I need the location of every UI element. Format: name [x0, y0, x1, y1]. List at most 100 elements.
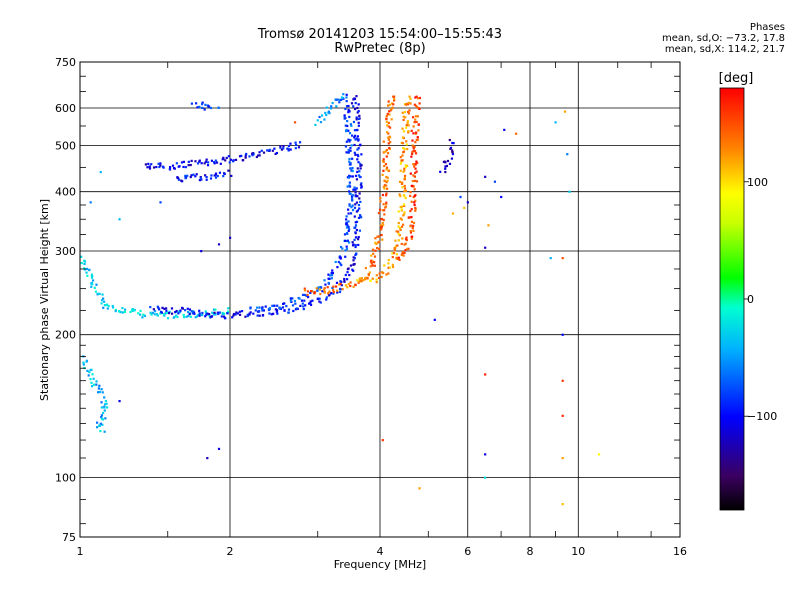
data-point	[354, 174, 358, 177]
data-point	[411, 150, 414, 154]
data-point	[381, 193, 385, 197]
data-point	[95, 283, 98, 286]
data-point	[175, 162, 178, 165]
data-point	[223, 172, 226, 176]
data-point	[343, 233, 347, 236]
data-point	[381, 238, 384, 241]
data-point	[402, 194, 405, 197]
data-point	[383, 150, 386, 154]
data-point	[285, 305, 288, 308]
data-point	[384, 205, 388, 208]
data-point	[292, 309, 295, 313]
data-point	[319, 292, 322, 296]
data-point	[101, 391, 104, 394]
data-point	[352, 188, 355, 191]
data-point	[413, 145, 416, 149]
data-point	[383, 264, 386, 267]
data-point	[242, 158, 245, 162]
data-point	[80, 261, 83, 265]
data-point	[402, 118, 405, 121]
data-point	[344, 273, 347, 277]
data-point	[380, 275, 383, 279]
data-point	[407, 112, 410, 115]
data-point	[355, 187, 358, 190]
data-point	[303, 287, 306, 290]
data-point	[159, 201, 162, 204]
data-point	[153, 313, 156, 316]
data-point	[234, 158, 238, 161]
data-point	[336, 98, 339, 101]
data-point	[86, 369, 89, 372]
data-point	[327, 110, 331, 113]
data-point	[161, 306, 164, 309]
data-point	[351, 175, 354, 178]
data-point	[399, 228, 402, 231]
data-point	[360, 279, 363, 283]
data-point	[412, 224, 415, 227]
data-point	[410, 237, 413, 240]
data-point	[291, 304, 295, 307]
data-point	[254, 309, 257, 312]
data-point	[240, 310, 244, 313]
data-point	[404, 189, 408, 192]
data-point	[232, 312, 236, 316]
data-point	[386, 112, 389, 116]
x-tick-label: 2	[227, 545, 234, 558]
data-point	[260, 149, 263, 152]
data-point	[404, 165, 407, 169]
grid-layer	[80, 62, 680, 537]
data-point	[299, 304, 302, 308]
data-point	[332, 285, 335, 288]
data-point	[106, 307, 109, 310]
data-point	[338, 290, 342, 294]
data-point	[210, 159, 214, 162]
data-point	[412, 149, 415, 153]
data-point	[417, 123, 420, 126]
data-point	[123, 310, 126, 314]
data-point	[351, 204, 354, 207]
data-point	[217, 243, 221, 246]
data-point	[87, 374, 90, 377]
data-point	[484, 373, 487, 376]
data-point	[385, 118, 388, 121]
data-point	[329, 291, 333, 295]
data-point	[385, 115, 388, 118]
data-point	[433, 318, 436, 321]
data-point	[103, 300, 106, 303]
data-point	[415, 120, 418, 124]
data-point	[387, 100, 390, 103]
data-point	[92, 383, 96, 386]
data-point	[334, 260, 337, 264]
data-point	[104, 303, 107, 307]
data-point	[354, 253, 357, 257]
data-point	[231, 316, 234, 319]
data-point	[407, 101, 410, 104]
data-point	[286, 147, 289, 150]
data-point	[387, 169, 390, 172]
data-point	[346, 124, 349, 128]
data-point	[335, 105, 338, 108]
data-point	[368, 271, 371, 274]
data-point	[370, 254, 373, 257]
data-point	[493, 180, 497, 183]
data-point	[257, 154, 260, 157]
data-point	[287, 311, 290, 314]
data-point	[407, 131, 410, 134]
data-point	[90, 381, 93, 384]
data-point	[356, 135, 359, 138]
data-point	[217, 312, 220, 316]
data-point	[377, 276, 381, 280]
data-point	[330, 271, 333, 275]
data-point	[189, 175, 192, 179]
data-point	[91, 283, 94, 286]
data-point	[359, 143, 362, 146]
data-point	[356, 106, 359, 110]
data-point	[301, 302, 304, 305]
data-point	[346, 239, 350, 242]
data-point	[209, 106, 213, 110]
data-point	[190, 310, 193, 313]
data-point	[397, 230, 400, 233]
data-point	[157, 162, 160, 165]
data-point	[255, 306, 259, 309]
